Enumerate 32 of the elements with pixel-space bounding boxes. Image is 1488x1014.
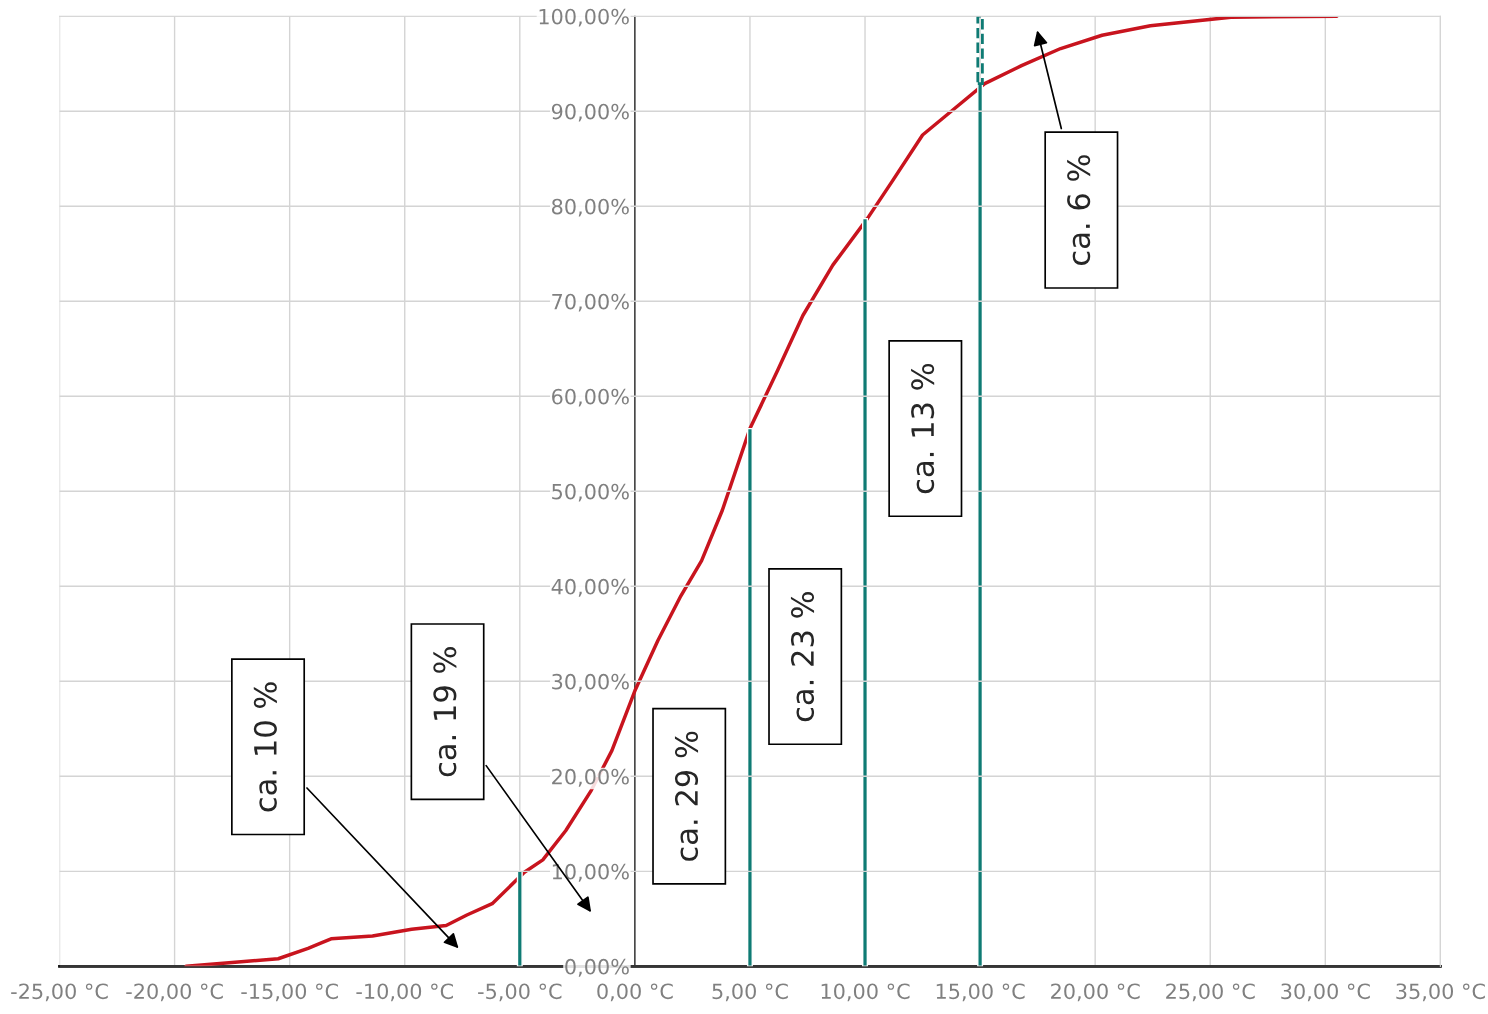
- y-tick-label: 20,00%: [552, 768, 629, 787]
- y-tick-label: 60,00%: [552, 388, 629, 407]
- bar: [862, 217, 869, 967]
- y-tick-label: 50,00%: [552, 483, 629, 502]
- y-tick-label: 40,00%: [551, 578, 629, 597]
- y-tick-label: 80,00%: [551, 198, 629, 217]
- annotation: ca. 23 %: [790, 592, 815, 722]
- x-tick-label: 25,00 °C: [1166, 983, 1255, 1002]
- x-tick-label: -10,00 °C: [356, 983, 453, 1002]
- y-tick-label: 30,00%: [552, 673, 629, 692]
- x-tick-label: -25,00 °C: [11, 983, 108, 1002]
- x-tick-label: 20,00 °C: [1051, 983, 1140, 1002]
- x-tick-label: 10,00 °C: [821, 983, 910, 1002]
- annotation: ca. 13 %: [911, 363, 935, 494]
- x-tick-label: 0,00 °C: [597, 983, 673, 1002]
- annotation: ca. 19 %: [433, 647, 457, 777]
- x-tick-label: -20,00 °C: [126, 983, 223, 1002]
- x-tick-label: -5,00 °C: [478, 983, 562, 1002]
- annotation: ca. 10 %: [253, 682, 277, 812]
- x-tick-label: 30,00 °C: [1281, 983, 1370, 1002]
- y-tick-label: 100,00%: [539, 8, 629, 27]
- y-tick-label: 70,00%: [552, 293, 629, 312]
- bar: [746, 427, 753, 967]
- x-tick-label: 35,00 °C: [1396, 983, 1485, 1002]
- annotation: ca. 6 %: [1067, 155, 1091, 265]
- bar: [516, 870, 523, 967]
- y-tick-label: 90,00%: [551, 103, 629, 122]
- x-tick-label: -15,00 °C: [241, 983, 338, 1002]
- annotation: ca. 29 %: [674, 731, 699, 861]
- x-tick-label: 15,00 °C: [936, 983, 1025, 1002]
- y-tick-label: 0,00%: [565, 958, 629, 977]
- x-tick-label: 5,00 °C: [712, 983, 788, 1002]
